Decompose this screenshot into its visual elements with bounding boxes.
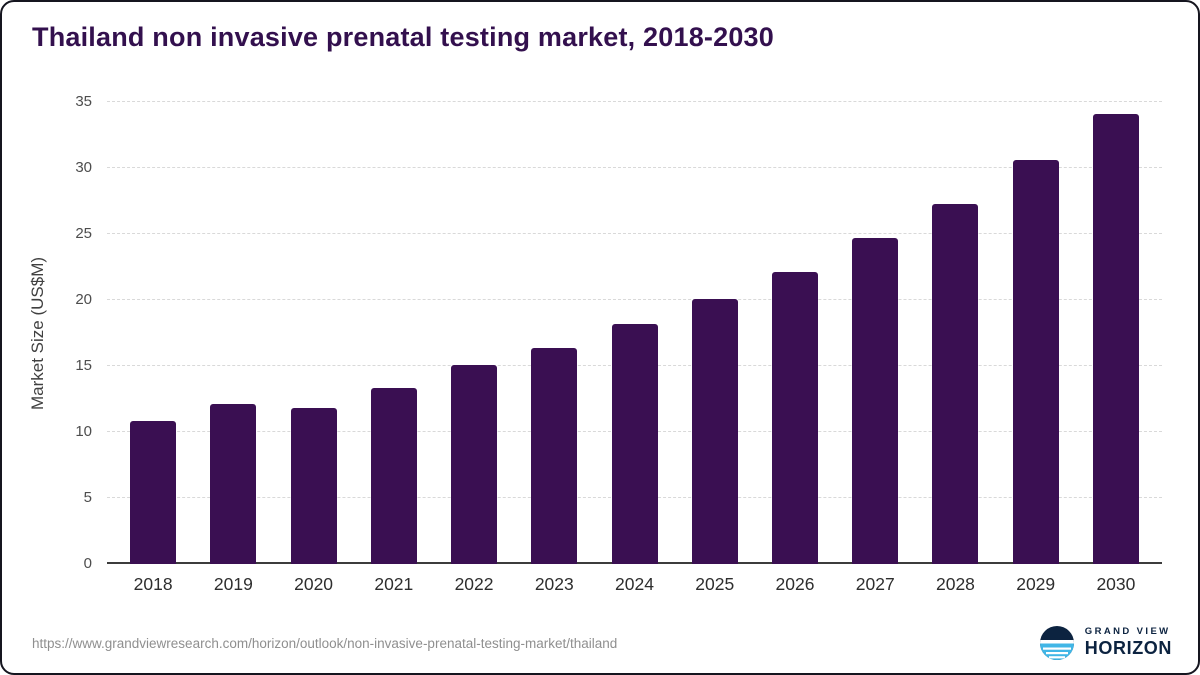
y-tick-label: 5 (83, 489, 92, 507)
y-axis-title: Market Size (US$M) (28, 256, 47, 410)
x-tick-label: 2027 (855, 574, 895, 594)
bar-chart: Market Size (US$M) 0 5 10 15 20 25 30 35 2018 20… (2, 93, 1198, 642)
y-tick-label: 25 (75, 225, 92, 242)
x-tick-label: 2028 (935, 574, 975, 594)
bar-cell (594, 102, 674, 564)
plot-area (107, 101, 1162, 564)
bar-2018 (130, 421, 177, 564)
x-tick-label: 2030 (1096, 574, 1136, 594)
x-axis-labels: 2018 2019 2020 2021 2022 2023 2024 2025 2026 2027… (107, 574, 1162, 595)
bar-2025 (691, 298, 738, 564)
logo-text: GRAND VIEW HORIZON (1084, 626, 1172, 659)
y-tick-label: 20 (75, 291, 92, 309)
y-tick-label: 15 (75, 357, 92, 374)
bar-cell (675, 102, 755, 564)
x-tick-label: 2019 (213, 574, 253, 594)
bar-2021 (370, 388, 417, 564)
bar-cell (113, 102, 193, 564)
bar-cell (915, 102, 995, 564)
bar-cell (755, 102, 835, 564)
bars-row (107, 102, 1162, 564)
y-axis-ticks: 0 5 10 15 20 25 30 35 (54, 93, 100, 572)
x-tick-label: 2021 (374, 574, 414, 594)
bar-2020 (290, 408, 337, 564)
y-tick-label: 30 (75, 159, 92, 176)
bar-2022 (451, 364, 498, 564)
bar-cell (1076, 102, 1156, 564)
bar-2019 (210, 404, 257, 564)
y-tick-label: 35 (75, 93, 92, 110)
logo-line1: GRAND VIEW (1084, 626, 1171, 638)
gridline (107, 233, 1162, 234)
x-tick-label: 2026 (775, 574, 815, 594)
x-tick-label: 2018 (133, 574, 173, 594)
bar-2027 (852, 237, 899, 564)
source-url: https://www.grandviewresearch.com/horizo… (32, 635, 618, 651)
horizon-logo-icon (1039, 626, 1074, 660)
gridline (107, 299, 1162, 300)
chart-title: Thailand non invasive prenatal testing m… (32, 22, 774, 52)
y-tick-label: 0 (83, 555, 92, 572)
gridline (107, 101, 1162, 102)
bar-2023 (531, 347, 578, 564)
plot-wrap: 2018 2019 2020 2021 2022 2023 2024 2025 2026 2027… (107, 101, 1162, 595)
x-tick-label: 2020 (294, 574, 334, 594)
bar-cell (354, 102, 434, 564)
x-tick-label: 2023 (534, 574, 574, 594)
bar-2030 (1092, 113, 1139, 564)
bar-cell (193, 102, 273, 564)
gridline (107, 167, 1162, 168)
bar-2024 (611, 323, 658, 564)
logo-line2: HORIZON (1084, 638, 1172, 659)
bar-cell (273, 102, 353, 564)
footer: https://www.grandviewresearch.com/horizo… (32, 625, 1172, 661)
x-tick-label: 2029 (1016, 574, 1056, 594)
bar-cell (835, 102, 915, 564)
bar-cell (996, 102, 1076, 564)
bar-cell (434, 102, 514, 564)
y-tick-label: 10 (75, 423, 92, 441)
x-tick-label: 2025 (695, 574, 735, 594)
bar-2026 (771, 272, 818, 564)
brand-logo: GRAND VIEW HORIZON (1039, 625, 1172, 661)
x-tick-label: 2024 (615, 574, 654, 594)
bar-2029 (1012, 160, 1059, 564)
bar-2028 (932, 203, 979, 564)
x-tick-label: 2022 (454, 574, 494, 594)
bar-cell (514, 102, 594, 564)
